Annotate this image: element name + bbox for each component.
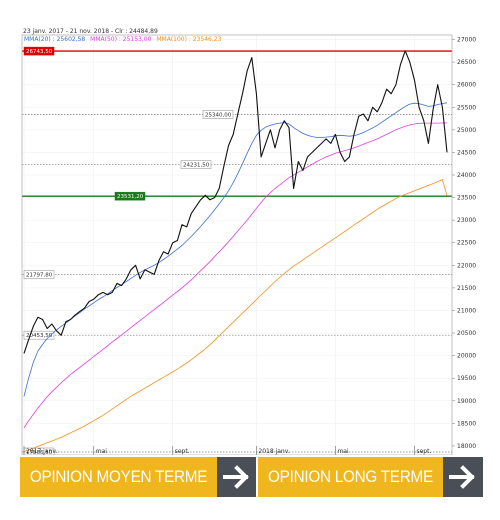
y-tick-label: 22000 bbox=[457, 262, 476, 269]
level-label: 24231,50 bbox=[183, 163, 210, 169]
y-tick-label: 19500 bbox=[457, 375, 476, 382]
series-line-mma100 bbox=[23, 179, 448, 453]
level-label-box bbox=[114, 191, 146, 201]
x-tick-label: 2017 janv. bbox=[26, 448, 57, 455]
opinion-long-terme-button[interactable]: OPINION LONG TERME bbox=[258, 457, 483, 497]
y-tick-label: 26500 bbox=[457, 59, 476, 66]
level-label: 23531,20 bbox=[117, 194, 144, 200]
arrow-right-icon bbox=[217, 457, 256, 497]
y-tick-label: 20000 bbox=[457, 353, 476, 360]
y-tick-label: 27000 bbox=[457, 37, 476, 44]
y-tick-label: 21500 bbox=[457, 285, 476, 292]
x-tick-label: 2018 janv. bbox=[258, 448, 289, 455]
legend-mma20: MMA(20) : 25602,58 bbox=[24, 36, 85, 43]
x-tick-label: mai bbox=[96, 448, 108, 455]
x-tick-label: sept. bbox=[416, 448, 431, 455]
x-tick-label: sept. bbox=[175, 448, 190, 455]
series-line-mma20 bbox=[23, 102, 448, 397]
y-tick-label: 18500 bbox=[457, 420, 476, 427]
level-label-box bbox=[23, 270, 55, 279]
level-label: 25340,00 bbox=[205, 112, 232, 118]
level-label-box bbox=[23, 330, 55, 340]
gridlines bbox=[22, 35, 452, 455]
legend-row: MMA(20) : 25602,58 MMA(50) : 25153,00 MM… bbox=[24, 36, 222, 43]
level-lines: 26743,50 25340,00 24231,50 23531,20 21797,80… bbox=[22, 46, 452, 455]
level-label: 21797,80 bbox=[26, 272, 53, 278]
series-line-cours bbox=[23, 50, 448, 354]
level-label: 26743,50 bbox=[26, 49, 53, 55]
y-tick-label: 20500 bbox=[457, 330, 476, 337]
legend-mma50: MMA(50) : 25153,00 bbox=[90, 36, 151, 43]
x-tick-label: mai bbox=[337, 448, 349, 455]
price-chart: 26743,50 25340,00 24231,50 23531,20 21797,80… bbox=[21, 28, 476, 455]
opinion-moyen-terme-label: OPINION MOYEN TERME bbox=[29, 467, 208, 486]
plot-frame bbox=[21, 34, 453, 455]
level-label-box bbox=[180, 160, 212, 169]
series-lines bbox=[23, 50, 448, 453]
level-label: 17866,50 bbox=[26, 450, 53, 455]
level-label-box bbox=[23, 46, 55, 56]
y-tick-label: 21000 bbox=[457, 307, 476, 314]
y-tick-label: 25500 bbox=[457, 104, 476, 111]
y-tick-label: 25000 bbox=[457, 127, 476, 134]
y-tick-label: 18000 bbox=[457, 443, 476, 450]
level-label-box bbox=[202, 110, 234, 119]
level-label: 20453,50 bbox=[26, 333, 53, 339]
opinion-moyen-terme-button[interactable]: OPINION MOYEN TERME bbox=[20, 457, 256, 497]
y-axis: 18000 18500 19000 19500 20000 20500 21000 21500… bbox=[452, 37, 476, 450]
y-tick-label: 24000 bbox=[457, 172, 476, 179]
opinion-long-terme-label: OPINION LONG TERME bbox=[268, 467, 433, 486]
arrow-right-icon bbox=[443, 457, 483, 497]
y-tick-label: 23500 bbox=[457, 195, 476, 202]
legend-mma100: MMA(100) : 23546,23 bbox=[156, 36, 221, 43]
y-tick-label: 22500 bbox=[457, 240, 476, 247]
series-line-mma50 bbox=[23, 122, 448, 429]
y-tick-label: 23000 bbox=[457, 217, 476, 224]
x-axis: 2017 janv. mai sept. 2018 janv. mai sept. bbox=[23, 446, 431, 455]
y-tick-label: 19000 bbox=[457, 398, 476, 405]
y-tick-label: 24500 bbox=[457, 149, 476, 156]
chart-title: 23 janv. 2017 - 21 nov. 2018 - Clr : 244… bbox=[23, 28, 158, 35]
y-tick-label: 26000 bbox=[457, 82, 476, 89]
